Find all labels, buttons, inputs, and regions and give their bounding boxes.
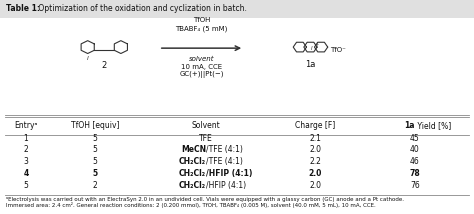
- Text: 4: 4: [23, 169, 29, 178]
- Text: I: I: [87, 56, 89, 61]
- Text: 1a: 1a: [305, 60, 316, 69]
- Text: Solvent: Solvent: [192, 121, 220, 130]
- Text: 2.1: 2.1: [309, 134, 321, 143]
- Text: 2: 2: [24, 145, 28, 154]
- Text: Table 1:: Table 1:: [6, 4, 40, 13]
- Text: TfO⁻: TfO⁻: [330, 47, 346, 53]
- Text: 2.0: 2.0: [309, 169, 322, 178]
- Text: 76: 76: [410, 181, 419, 190]
- Text: 5: 5: [92, 169, 97, 178]
- Text: 1a: 1a: [404, 121, 415, 130]
- Text: +: +: [315, 42, 319, 48]
- Text: 78: 78: [410, 169, 420, 178]
- Text: 5: 5: [92, 134, 97, 143]
- Text: TfOH [equiv]: TfOH [equiv]: [71, 121, 119, 130]
- Text: 40: 40: [410, 145, 419, 154]
- Text: ᵃElectrolysis was carried out with an ElectraSyn 2.0 in an undivided cell. Vials: ᵃElectrolysis was carried out with an El…: [6, 197, 404, 202]
- Text: /HFIP (4:1): /HFIP (4:1): [206, 181, 246, 190]
- Text: 2.0: 2.0: [309, 145, 321, 154]
- Text: 5: 5: [92, 157, 97, 166]
- Text: 10 mA, CCE: 10 mA, CCE: [181, 64, 222, 70]
- Text: Yield [%]: Yield [%]: [415, 121, 451, 130]
- Text: TfOH: TfOH: [193, 17, 210, 23]
- Text: 2: 2: [92, 181, 97, 190]
- Text: 2.0: 2.0: [309, 181, 321, 190]
- Text: MeCN: MeCN: [181, 145, 206, 154]
- Text: TFE: TFE: [199, 134, 213, 143]
- Text: 5: 5: [24, 181, 28, 190]
- Text: 45: 45: [410, 134, 419, 143]
- Text: solvent: solvent: [189, 56, 214, 62]
- Text: I: I: [311, 46, 313, 51]
- Text: CH₂Cl₂: CH₂Cl₂: [179, 169, 206, 178]
- Text: 5: 5: [92, 145, 97, 154]
- Text: /TFE (4:1): /TFE (4:1): [206, 157, 243, 166]
- Text: Entryᵃ: Entryᵃ: [14, 121, 38, 130]
- Text: Immersed area: 2.4 cm². General reaction conditions: 2 (0.200 mmol), TfOH, TBABF: Immersed area: 2.4 cm². General reaction…: [6, 202, 375, 208]
- Text: 2: 2: [101, 61, 107, 70]
- Text: TBABF₄ (5 mM): TBABF₄ (5 mM): [175, 26, 228, 32]
- Text: GC(+)||Pt(−): GC(+)||Pt(−): [179, 71, 224, 78]
- Text: Charge [F]: Charge [F]: [295, 121, 335, 130]
- Bar: [0, 0, 474, 18]
- Text: 46: 46: [410, 157, 419, 166]
- Text: /TFE (4:1): /TFE (4:1): [206, 145, 243, 154]
- Text: 1: 1: [24, 134, 28, 143]
- Text: CH₂Cl₂: CH₂Cl₂: [179, 181, 206, 190]
- Text: CH₂Cl₂: CH₂Cl₂: [179, 157, 206, 166]
- Text: /HFIP (4:1): /HFIP (4:1): [206, 169, 253, 178]
- Text: Optimization of the oxidation and cyclization in batch.: Optimization of the oxidation and cycliz…: [36, 4, 247, 13]
- Text: 2.2: 2.2: [309, 157, 321, 166]
- Text: 3: 3: [24, 157, 28, 166]
